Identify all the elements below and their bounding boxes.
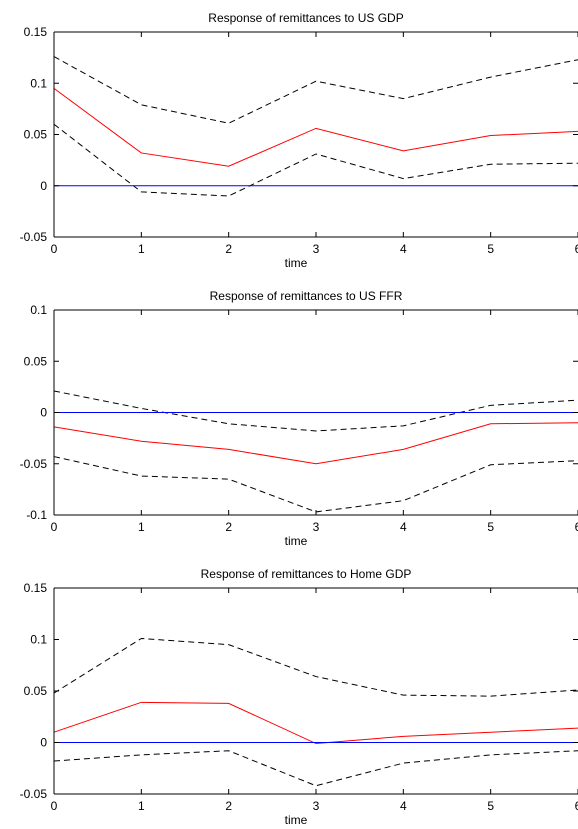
x-tick-label: 4 (400, 520, 407, 534)
x-tick-label: 0 (51, 242, 58, 256)
y-tick-label: 0 (40, 736, 47, 750)
series-lower-line (53, 456, 578, 513)
series-upper-line (53, 637, 578, 697)
x-tick-label: 2 (225, 520, 232, 534)
series-upper-line (53, 390, 578, 432)
y-tick-label: -0.05 (20, 787, 48, 801)
series-lower-line (53, 750, 578, 787)
y-tick-label: 0.05 (24, 128, 48, 142)
x-tick-label: 6 (575, 242, 578, 256)
x-tick-label: 5 (487, 799, 494, 813)
y-tick-label: 0 (40, 406, 47, 420)
chart-panel-1: Response of remittances to US GDP-0.0500… (20, 11, 578, 270)
series-response-line (53, 701, 578, 745)
chart-title: Response of remittances to US FFR (210, 289, 403, 303)
x-tick-label: 4 (400, 799, 407, 813)
chart-title: Response of remittances to US GDP (208, 11, 403, 25)
chart-title: Response of remittances to Home GDP (201, 567, 412, 581)
x-tick-label: 3 (313, 799, 320, 813)
y-tick-label: 0 (40, 179, 47, 193)
x-tick-label: 6 (575, 520, 578, 534)
x-tick-label: 2 (225, 242, 232, 256)
y-tick-label: 0.15 (24, 581, 48, 595)
chart-panel-3: Response of remittances to Home GDP -0.05… (20, 567, 578, 827)
y-tick-label: 0.1 (30, 76, 47, 90)
series-response-line (53, 422, 578, 465)
y-tick-label: 0.15 (24, 25, 48, 39)
y-tick-label: -0.05 (20, 457, 48, 471)
x-tick-label: 4 (400, 242, 407, 256)
x-tick-label: 1 (138, 520, 145, 534)
x-tick-label: 5 (487, 520, 494, 534)
y-tick-label: -0.05 (20, 230, 48, 244)
x-axis-label: time (285, 813, 308, 827)
series-lower-line (53, 123, 578, 197)
x-tick-label: 6 (575, 799, 578, 813)
series-response-line (53, 87, 578, 167)
x-axis-label: time (285, 256, 308, 270)
x-tick-label: 3 (313, 242, 320, 256)
x-tick-label: 0 (51, 520, 58, 534)
x-tick-label: 2 (225, 799, 232, 813)
x-tick-label: 3 (313, 520, 320, 534)
x-tick-label: 1 (138, 242, 145, 256)
x-tick-label: 1 (138, 799, 145, 813)
chart-panel-2: Response of remittances to US FFR -0.1 -0.… (20, 289, 578, 548)
series-upper-line (53, 56, 578, 124)
y-tick-label: 0.05 (24, 354, 48, 368)
x-tick-label: 0 (51, 799, 58, 813)
y-tick-label: 0.1 (30, 303, 47, 317)
y-tick-label: 0.05 (24, 684, 48, 698)
x-axis-label: time (285, 534, 308, 548)
x-tick-label: 5 (487, 242, 494, 256)
y-tick-label: -0.1 (26, 508, 47, 522)
y-tick-label: 0.1 (30, 633, 47, 647)
